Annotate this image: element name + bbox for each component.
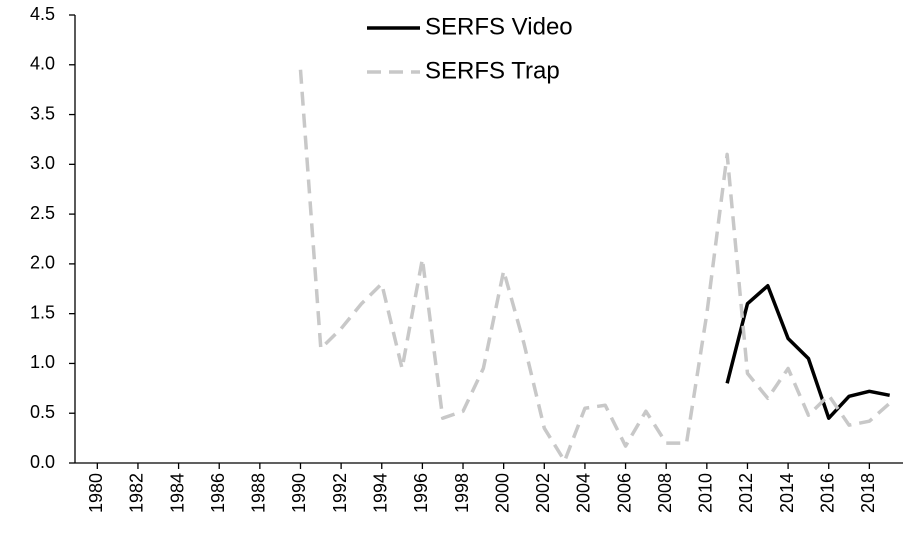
y-tick-label: 3.0 xyxy=(30,153,55,173)
x-tick-label: 2010 xyxy=(696,473,716,513)
x-tick-label: 1998 xyxy=(452,473,472,513)
legend-label: SERFS Trap xyxy=(425,57,560,84)
x-tick-label: 1986 xyxy=(208,473,228,513)
x-tick-label: 2018 xyxy=(858,473,878,513)
y-tick-label: 1.5 xyxy=(30,302,55,322)
y-tick-label: 4.5 xyxy=(30,4,55,24)
x-tick-label: 2000 xyxy=(492,473,512,513)
x-tick-label: 1980 xyxy=(86,473,106,513)
y-tick-label: 4.0 xyxy=(30,54,55,74)
x-tick-label: 2016 xyxy=(817,473,837,513)
x-tick-label: 1990 xyxy=(289,473,309,513)
x-tick-label: 2004 xyxy=(574,473,594,513)
x-tick-label: 1988 xyxy=(249,473,269,513)
x-tick-label: 1992 xyxy=(330,473,350,513)
y-tick-label: 2.5 xyxy=(30,203,55,223)
x-tick-label: 2008 xyxy=(655,473,675,513)
x-tick-label: 1994 xyxy=(371,473,391,513)
series-line xyxy=(725,284,891,420)
y-tick-label: 3.5 xyxy=(30,103,55,123)
y-tick-label: 0.0 xyxy=(30,452,55,472)
x-tick-label: 2002 xyxy=(533,473,553,513)
y-tick-label: 2.0 xyxy=(30,253,55,273)
legend-label: SERFS Video xyxy=(425,13,573,40)
x-tick-label: 2012 xyxy=(736,473,756,513)
x-tick-label: 1996 xyxy=(411,473,431,513)
x-tick-label: 2014 xyxy=(777,473,797,513)
x-tick-label: 1984 xyxy=(167,473,187,513)
y-tick-label: 1.0 xyxy=(30,352,55,372)
x-tick-label: 1982 xyxy=(127,473,147,513)
series-line xyxy=(298,69,891,463)
y-tick-label: 0.5 xyxy=(30,402,55,422)
x-tick-label: 2006 xyxy=(614,473,634,513)
